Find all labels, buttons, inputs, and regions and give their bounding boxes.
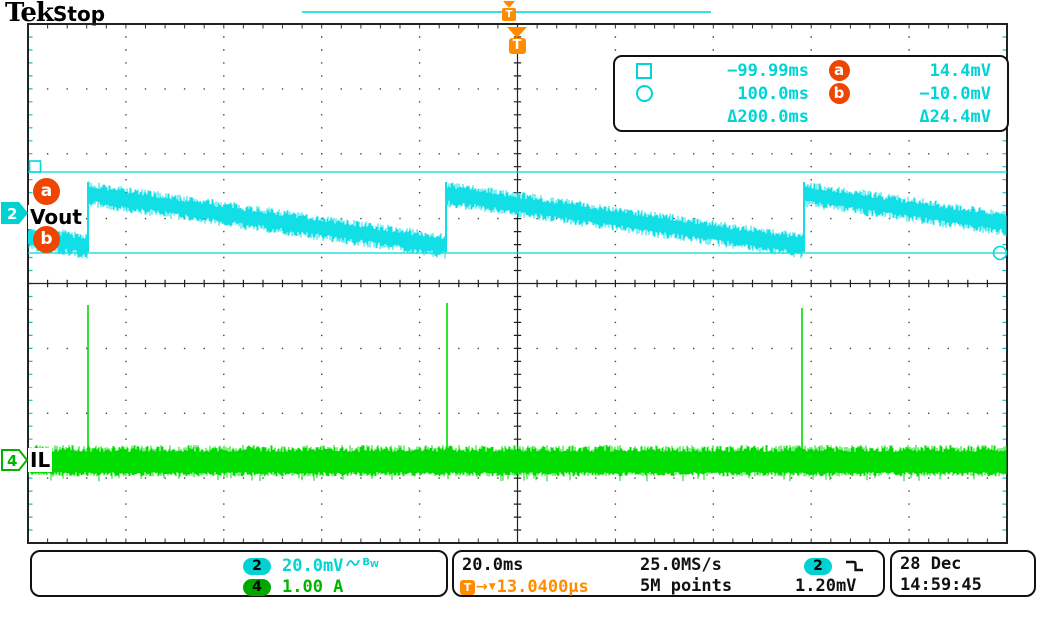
channel-2-scale-row: 2 20.0mV BW [243, 556, 379, 576]
ac-coupling-icon [346, 559, 361, 566]
trigger-t-icon: T [508, 38, 526, 54]
svg-text:2: 2 [7, 205, 17, 223]
trigger-slope-falling-icon [846, 560, 863, 572]
cursor-a-badge: a [33, 178, 60, 205]
channel-4-badge: 4 [243, 578, 271, 596]
datetime-box: 28 Dec 14:59:45 [890, 550, 1036, 597]
cursor-a-badge-small: a [828, 60, 850, 81]
cursor-delta-row: Δ200.0ms Δ24.4mV [615, 105, 1007, 128]
trigger-arrow-icon [503, 1, 515, 8]
channel-2-label: Vout [28, 205, 84, 229]
cursor-delta-value: Δ24.4mV [919, 106, 991, 127]
cursor-a-value: 14.4mV [929, 60, 991, 81]
trigger-source-badge: 2 [804, 557, 832, 575]
cursor-delta-time: Δ200.0ms [727, 106, 809, 127]
time-label: 14:59:45 [900, 575, 982, 595]
trigger-delay-value: 13.0400µs [496, 577, 589, 597]
bandwidth-limit-icon: BW [362, 556, 379, 569]
timebase-scale: 20.0ms [462, 555, 524, 575]
trigger-t-icon: T [460, 579, 475, 595]
cursor-b-badge: b [33, 226, 60, 253]
trigger-t-icon: T [502, 8, 516, 21]
cursor-readout-box: −99.99ms a 14.4mV 100.0ms b −10.0mV Δ200… [613, 55, 1009, 132]
delay-arrow-icon: → [476, 579, 488, 595]
channel-4-marker-icon: 4 [1, 449, 29, 471]
trigger-level: 1.20mV [795, 576, 857, 596]
svg-text:4: 4 [7, 452, 17, 470]
cursor-a-time: −99.99ms [727, 60, 809, 81]
channel-4-scale-row: 4 1.00 A [243, 577, 343, 597]
record-length: 5M points [640, 576, 733, 596]
channel-4-scale: 1.00 A [282, 577, 344, 597]
channel-2-marker-icon: 2 [1, 202, 28, 224]
circle-cursor-icon [635, 85, 653, 102]
cursor-b-row: 100.0ms b −10.0mV [615, 82, 1007, 105]
channel-2-badge: 2 [243, 557, 271, 575]
date-label: 28 Dec [900, 554, 962, 574]
channel-2-scale: 20.0mV [282, 556, 344, 576]
cursor-a-row: −99.99ms a 14.4mV [615, 59, 1007, 82]
delay-marker-icon: ▼ [488, 582, 496, 592]
horizontal-trigger-readout-box: 20.0ms 25.0MS/s 2 T → ▼ 13.0400µs 5M poi… [452, 550, 885, 597]
sample-rate: 25.0MS/s [640, 555, 722, 575]
trigger-position-marker-mini: T [501, 1, 517, 21]
cursor-b-badge-small: b [828, 83, 850, 104]
cursor-b-value: −10.0mV [919, 83, 991, 104]
channel-4-label: IL [28, 448, 53, 472]
square-cursor-icon [636, 62, 652, 79]
trigger-position-marker: T [506, 27, 528, 54]
vertical-scale-readout-box: 2 20.0mV BW 4 1.00 A [30, 550, 448, 597]
trigger-delay-row: T → ▼ 13.0400µs [460, 577, 589, 597]
cursor-b-time: 100.0ms [737, 83, 809, 104]
acquisition-status: Stop [53, 2, 106, 26]
trigger-arrow-icon [507, 27, 527, 38]
